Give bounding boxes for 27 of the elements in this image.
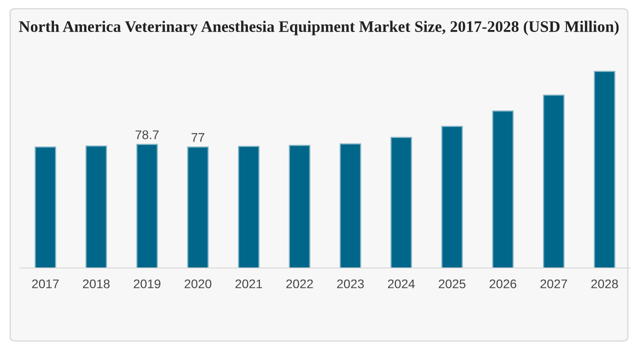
data-label: 77 [192, 133, 204, 142]
x-tick-label: 2028 [591, 279, 618, 288]
x-tick-label: 2017 [32, 279, 59, 288]
data-label: 78.7 [136, 130, 159, 140]
bar [492, 110, 514, 268]
bar [340, 143, 362, 268]
bar [136, 144, 158, 268]
bar [594, 70, 616, 268]
bar [390, 136, 412, 268]
chart-title: North America Veterinary Anesthesia Equipment Market Size, 2017-2028 (USD Million) [18, 20, 619, 36]
bar [543, 94, 564, 268]
x-tick-label: 2022 [286, 279, 313, 288]
bar [34, 146, 56, 268]
x-tick-label: 2020 [184, 279, 212, 288]
x-tick-label: 2018 [82, 279, 110, 288]
x-tick-label: 2025 [438, 279, 466, 288]
x-tick-label: 2021 [235, 279, 262, 288]
bar [187, 146, 209, 268]
x-tick-label: 2026 [490, 279, 516, 288]
bar [86, 145, 107, 268]
x-tick-label: 2019 [134, 279, 160, 288]
bar [441, 126, 463, 268]
x-tick-label: 2023 [337, 279, 364, 288]
x-tick-label: 2027 [540, 279, 568, 288]
bar [238, 146, 260, 268]
x-tick-label: 2024 [388, 279, 415, 288]
bar [288, 144, 310, 268]
